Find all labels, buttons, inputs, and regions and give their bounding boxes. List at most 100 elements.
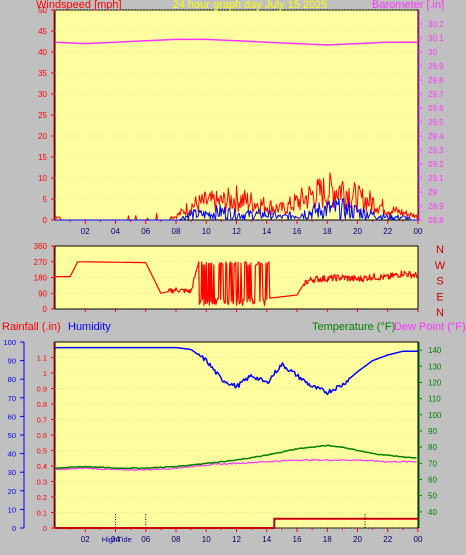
barometer-line <box>54 38 418 46</box>
wind-tick-label: 0 <box>43 216 48 225</box>
wind-x-tick-label: 20 <box>353 227 362 236</box>
baro-tick-label: 30.1 <box>428 34 444 43</box>
wind-direction-line <box>55 261 418 306</box>
rain-tick-label: 0 <box>43 524 47 533</box>
temp-tick-label: 70 <box>428 459 437 468</box>
high-tide-label-1: High <box>102 535 117 544</box>
baro-tick-label: 29.8 <box>428 76 444 85</box>
baro-tick-label: 29.3 <box>428 146 444 155</box>
baro-tick-label: 29.6 <box>428 104 444 113</box>
wind-tick-label: 30 <box>38 90 47 99</box>
humidity-tick-label: 30 <box>8 468 16 477</box>
wind-tick-label: 10 <box>38 174 47 183</box>
temp-tick-label: 120 <box>428 378 442 387</box>
direction-tick-label: 90 <box>38 289 47 298</box>
rain-x-tick-label: 16 <box>293 535 302 544</box>
wind-x-tick-label: 02 <box>81 227 90 236</box>
temp-tick-label: 50 <box>428 492 437 501</box>
direction-tick-label: 180 <box>34 274 48 283</box>
direction-tick-label: 270 <box>34 258 48 267</box>
rain-x-tick-label: 04 <box>111 535 120 544</box>
barometer-axis-label: Barometer [.in] <box>372 0 444 11</box>
wind-x-tick-label: 14 <box>262 227 271 236</box>
rain-tick-label: 0.4 <box>37 462 47 471</box>
temperature-line <box>54 444 417 470</box>
wind-tick-label: 45 <box>38 27 47 36</box>
rain-tick-label: 0.1 <box>37 509 47 518</box>
compass-label: S <box>436 276 443 288</box>
wind-x-tick-label: 10 <box>202 227 211 236</box>
temp-tick-label: 90 <box>428 427 437 436</box>
rain-tick-label: 0.2 <box>37 493 47 502</box>
wind-x-tick-label: 08 <box>172 227 181 236</box>
wind-x-tick-label: 16 <box>293 227 302 236</box>
baro-tick-label: 29.1 <box>428 174 444 183</box>
wind-tick-label: 35 <box>38 69 47 78</box>
temp-tick-label: 100 <box>428 411 442 420</box>
rain-x-tick-label: 00 <box>414 535 423 544</box>
baro-tick-label: 30.2 <box>428 20 444 29</box>
humidity-tick-label: 80 <box>8 375 16 384</box>
rainfall-axis-label: Rainfall (.in) <box>2 321 61 333</box>
baro-tick-label: 29 <box>428 188 437 197</box>
temp-tick-label: 110 <box>428 395 441 404</box>
rain-x-tick-label: 20 <box>353 535 362 544</box>
baro-tick-label: 29.2 <box>428 160 444 169</box>
rain-tick-label: 1 <box>43 369 47 378</box>
wind-x-tick-label: 04 <box>111 227 120 236</box>
compass-label: N <box>436 244 444 256</box>
humidity-tick-label: 100 <box>3 338 16 347</box>
baro-tick-label: 30 <box>428 48 437 57</box>
rain-x-tick-label: 02 <box>81 535 90 544</box>
baro-tick-label: 29.9 <box>428 62 444 71</box>
direction-tick-label: 360 <box>34 242 48 251</box>
wind-tick-label: 5 <box>43 195 48 204</box>
wind-x-tick-label: 18 <box>323 227 332 236</box>
chart-title: 24 hour graph day July 15 2025 <box>173 0 328 11</box>
rainfall-line <box>55 517 418 529</box>
humidity-tick-label: 50 <box>8 431 16 440</box>
wind-average-line <box>55 198 418 221</box>
temp-tick-label: 80 <box>428 443 437 452</box>
humidity-tick-label: 20 <box>8 487 16 496</box>
temp-tick-label: 130 <box>428 362 442 371</box>
rain-x-tick-label: 14 <box>262 535 271 544</box>
rain-tick-label: 1.1 <box>37 354 47 363</box>
baro-tick-label: 29.4 <box>428 132 444 141</box>
rain-x-tick-label: 06 <box>141 535 150 544</box>
temp-tick-label: 60 <box>428 475 437 484</box>
baro-tick-label: 29.7 <box>428 90 444 99</box>
compass-label: E <box>436 291 443 303</box>
rain-x-tick-label: 18 <box>323 535 332 544</box>
rain-x-tick-label: 12 <box>232 535 241 544</box>
baro-tick-label: 28.9 <box>428 202 444 211</box>
direction-tick-label: 0 <box>43 305 48 314</box>
temp-tick-label: 140 <box>428 346 442 355</box>
wind-x-tick-label: 12 <box>232 227 241 236</box>
windspeed-axis-label: Windspeed [mph] <box>36 0 122 11</box>
humidity-tick-label: 10 <box>8 505 16 514</box>
humidity-tick-label: 60 <box>8 412 16 421</box>
dewpoint-line <box>54 458 417 471</box>
humidity-axis-label: Humidity <box>68 321 111 333</box>
wind-tick-label: 25 <box>38 111 47 120</box>
rain-tick-label: 0.5 <box>37 447 47 456</box>
high-tide-label-2: Tide <box>117 535 131 544</box>
baro-tick-label: 29.5 <box>428 118 444 127</box>
humidity-tick-label: 40 <box>8 450 16 459</box>
compass-label: N <box>436 307 444 319</box>
compass-label: W <box>435 260 446 272</box>
humidity-tick-label: 70 <box>8 394 16 403</box>
humidity-tick-label: 90 <box>8 357 16 366</box>
humidity-tick-label: 0 <box>12 524 16 533</box>
rain-tick-label: 0.8 <box>37 400 47 409</box>
temperature-axis-label: Temperature (°F) <box>312 321 395 333</box>
rain-tick-label: 0.3 <box>37 478 47 487</box>
rain-x-tick-label: 08 <box>172 535 181 544</box>
rain-x-tick-label: 22 <box>383 535 392 544</box>
rain-tick-label: 0.6 <box>37 431 47 440</box>
rain-tick-label: 0.9 <box>37 385 47 394</box>
rain-tick-label: 0.7 <box>37 416 47 425</box>
